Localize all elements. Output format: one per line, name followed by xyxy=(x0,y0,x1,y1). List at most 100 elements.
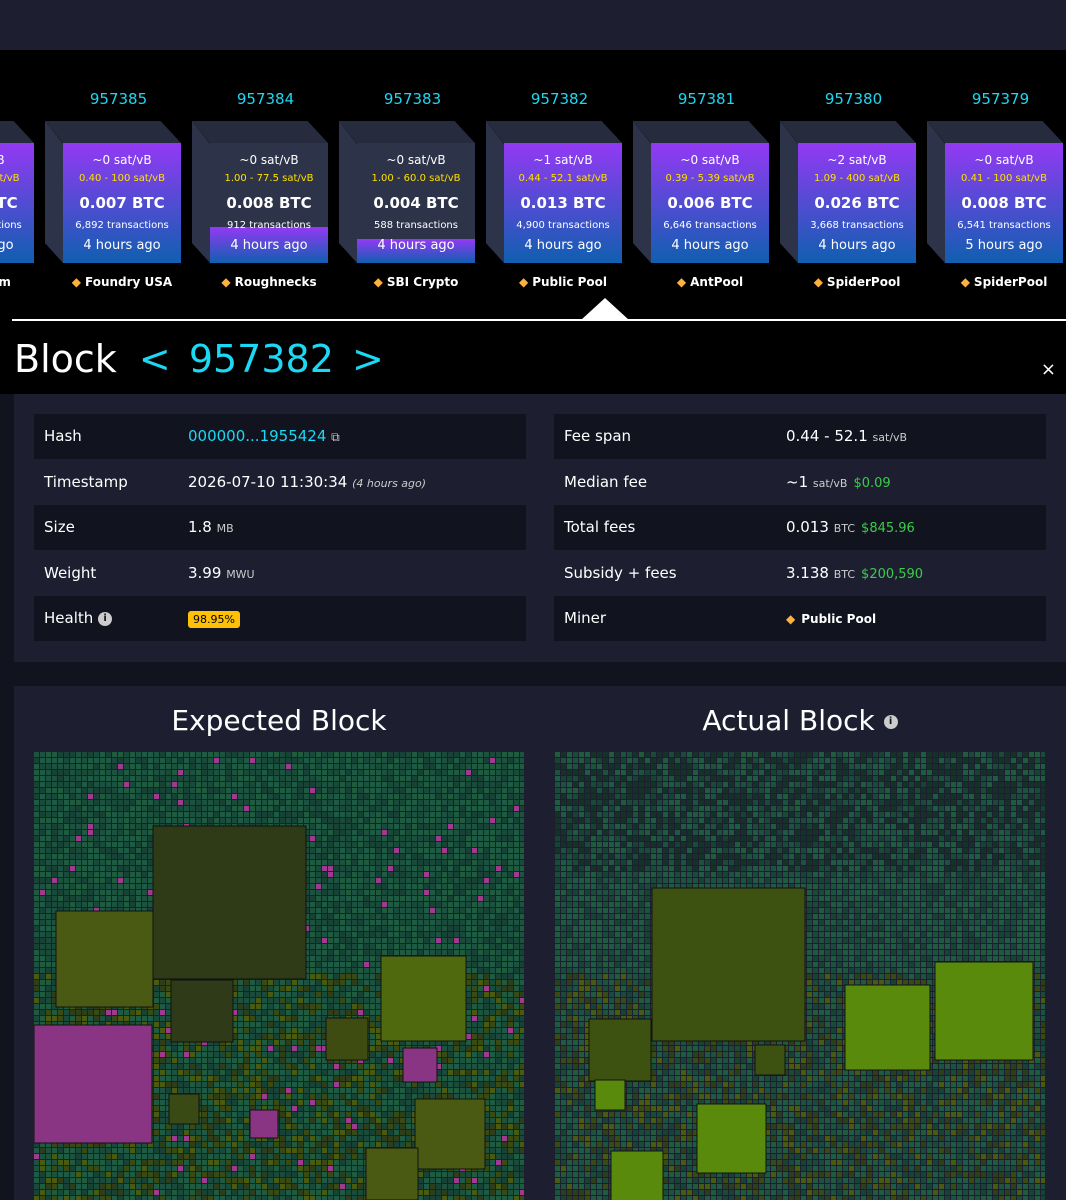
block-cube[interactable]: ~0 sat/vB 0.39 - 5.39 sat/vB 0.006 BTC 6,64… xyxy=(633,121,769,263)
detail-label: Fee span xyxy=(564,427,632,445)
block-visualization-panel: Expected Block Actual Block i xyxy=(14,686,1066,1200)
time-ago: 4 hours ago xyxy=(818,238,896,253)
block-957381[interactable]: 957381 ~0 sat/vB 0.39 - 5.39 sat/vB 0.006 B… xyxy=(633,50,780,310)
median-fee: ~1 sat/vB xyxy=(533,153,593,167)
miner-link[interactable]: ◆ Public Pool xyxy=(786,612,876,626)
fee-range: 1.00 - 60.0 sat/vB xyxy=(371,173,461,184)
total-fees: 0.013 BTC xyxy=(520,194,606,212)
cube-side xyxy=(339,121,357,263)
block-cube[interactable]: ~2 sat/vB 1.09 - 400 sat/vB 0.026 BTC 3,668… xyxy=(780,121,916,263)
fee-range: 0.40 - 44.2 sat/vB xyxy=(0,173,20,184)
detail-row-timestamp: Timestamp 2026-07-10 11:30:34 (4 hours ag… xyxy=(34,460,526,505)
next-block-button[interactable]: > xyxy=(351,337,384,381)
block-957386[interactable]: 957386 ~0 sat/vB 0.40 - 44.2 sat/vB 0.005 B… xyxy=(0,50,45,310)
block-cube[interactable]: ~0 sat/vB 1.00 - 77.5 sat/vB 0.008 BTC 912 … xyxy=(192,121,328,263)
block-height[interactable]: 957382 xyxy=(530,90,589,108)
block-height[interactable]: 957379 xyxy=(971,90,1030,108)
detail-row-subsidy-fees: Subsidy + fees 3.138 BTC $200,590 xyxy=(554,551,1046,596)
total-fees: 0.005 BTC xyxy=(0,194,18,212)
block-957384[interactable]: 957384 ~0 sat/vB 1.00 - 77.5 sat/vB 0.008 B… xyxy=(192,50,339,310)
detail-value: 2026-07-10 11:30:34 xyxy=(188,472,348,491)
pool-name[interactable]: ◆ AntPool xyxy=(651,275,769,289)
expected-block-label: Expected Block xyxy=(171,704,387,737)
actual-block-label: Actual Block xyxy=(702,704,875,737)
block-cube[interactable]: ~0 sat/vB 1.00 - 60.0 sat/vB 0.004 BTC 588 … xyxy=(339,121,475,263)
fee-range: 0.44 - 52.1 sat/vB xyxy=(518,173,608,184)
detail-row-fee-span: Fee span 0.44 - 52.1 sat/vB xyxy=(554,414,1046,459)
detail-row-health: Health i 98.95% xyxy=(34,596,526,641)
copy-icon[interactable]: ⧉ xyxy=(331,430,340,444)
time-ago: 4 hours ago xyxy=(83,238,161,253)
fullness-fill xyxy=(63,143,181,263)
block-957379[interactable]: 957379 ~0 sat/vB 0.41 - 100 sat/vB 0.008 BT… xyxy=(927,50,1066,310)
block-957385[interactable]: 957385 ~0 sat/vB 0.40 - 100 sat/vB 0.007 BT… xyxy=(45,50,192,310)
pool-name[interactable]: ◆ SBI Crypto xyxy=(357,275,475,289)
pool-name[interactable]: ◆BTC.com xyxy=(0,275,34,289)
block-height[interactable]: 957385 xyxy=(89,90,148,108)
block-957382[interactable]: 957382 ~1 sat/vB 0.44 - 52.1 sat/vB 0.013 B… xyxy=(486,50,633,310)
detail-value: ~1 xyxy=(786,472,809,491)
cube-top xyxy=(633,121,769,143)
pool-icon: ◆ xyxy=(71,275,81,289)
block-957383[interactable]: 957383 ~0 sat/vB 1.00 - 60.0 sat/vB 0.004 B… xyxy=(339,50,486,310)
pool-icon: ◆ xyxy=(373,275,383,289)
block-height[interactable]: 957383 xyxy=(383,90,442,108)
time-ago: 4 hours ago xyxy=(377,238,455,253)
fiat-value: $845.96 xyxy=(861,521,915,536)
fullness-fill xyxy=(0,143,34,263)
block-cube[interactable]: ~0 sat/vB 0.40 - 44.2 sat/vB 0.005 BTC 7,02… xyxy=(0,121,34,263)
title-label: Block xyxy=(14,337,117,381)
block-title-area: Block < 957382 > × xyxy=(0,321,1066,394)
cube-top xyxy=(927,121,1063,143)
block-cube[interactable]: ~0 sat/vB 0.41 - 100 sat/vB 0.008 BTC 6,541… xyxy=(927,121,1063,263)
tx-count: 3,668 transactions xyxy=(810,220,904,231)
pool-label: SpiderPool xyxy=(973,275,1048,289)
median-fee: ~2 sat/vB xyxy=(827,153,887,167)
pool-name[interactable]: ◆ Foundry USA xyxy=(63,275,181,289)
block-cube[interactable]: ~0 sat/vB 0.40 - 100 sat/vB 0.007 BTC 6,892… xyxy=(45,121,181,263)
hash-link[interactable]: 000000...1955424 xyxy=(188,427,327,445)
cube-top xyxy=(339,121,475,143)
block-cube[interactable]: ~1 sat/vB 0.44 - 52.1 sat/vB 0.013 BTC 4,90… xyxy=(486,121,622,263)
prev-block-button[interactable]: < xyxy=(138,337,171,381)
pool-name[interactable]: ◆ SpiderPool xyxy=(945,275,1063,289)
tx-count: 6,892 transactions xyxy=(75,220,169,231)
detail-row-total-fees: Total fees 0.013 BTC $845.96 xyxy=(554,505,1046,550)
block-height-link[interactable]: 957382 xyxy=(188,337,334,381)
pool-icon: ◆ xyxy=(518,275,529,289)
cube-side xyxy=(192,121,210,263)
fee-range: 1.09 - 400 sat/vB xyxy=(814,173,900,184)
block-height[interactable]: 957381 xyxy=(677,90,736,108)
block-957380[interactable]: 957380 ~2 sat/vB 1.09 - 400 sat/vB 0.026 BT… xyxy=(780,50,927,310)
detail-label: Subsidy + fees xyxy=(564,563,677,582)
detail-label: Size xyxy=(44,518,75,536)
miner-name[interactable]: Public Pool xyxy=(801,612,877,626)
info-icon[interactable]: i xyxy=(883,715,898,729)
actual-block-map[interactable] xyxy=(555,752,1045,1200)
pool-icon: ◆ xyxy=(813,275,823,289)
block-height[interactable]: 957380 xyxy=(824,90,883,108)
pool-label: Public Pool xyxy=(532,275,608,289)
pool-name[interactable]: ◆ SpiderPool xyxy=(798,275,916,289)
info-icon[interactable]: i xyxy=(98,611,113,626)
detail-row-miner: Miner ◆ Public Pool xyxy=(554,596,1046,641)
detail-label: Median fee xyxy=(564,472,648,491)
detail-unit: BTC xyxy=(833,567,856,581)
pool-label: AntPool xyxy=(690,275,744,289)
block-height[interactable]: 957386 xyxy=(0,90,45,108)
close-button[interactable]: × xyxy=(1040,359,1056,380)
fullness-fill xyxy=(357,239,475,263)
pool-label: SpiderPool xyxy=(826,275,901,289)
expected-block-map[interactable] xyxy=(34,752,524,1200)
pool-name[interactable]: ◆ Roughnecks xyxy=(210,275,328,289)
detail-label: Miner xyxy=(564,609,607,627)
pool-name[interactable]: ◆ Public Pool xyxy=(504,275,622,289)
detail-unit: sat/vB xyxy=(872,431,908,444)
fee-range: 0.39 - 5.39 sat/vB xyxy=(665,173,755,184)
detail-value: 0.44 - 52.1 xyxy=(786,427,868,445)
detail-label: Timestamp xyxy=(44,472,128,491)
block-height[interactable]: 957384 xyxy=(236,90,295,108)
detail-extra: (4 hours ago) xyxy=(352,476,427,490)
fee-range: 0.40 - 100 sat/vB xyxy=(79,173,165,184)
top-nav-bar xyxy=(0,0,1066,50)
